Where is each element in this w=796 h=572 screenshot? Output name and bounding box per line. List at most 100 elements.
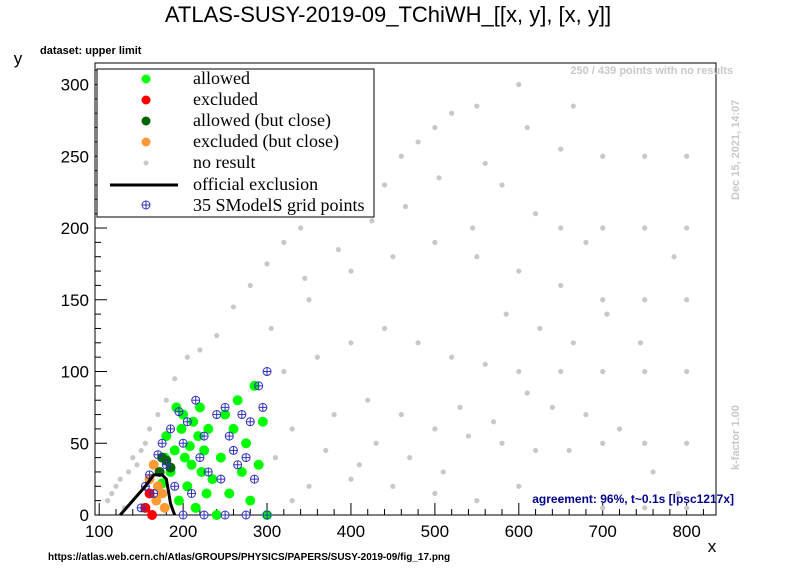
no-result-point	[482, 361, 488, 367]
y-tick-label: 300	[61, 76, 89, 95]
no-result-point	[524, 390, 530, 396]
no-result-point	[474, 103, 480, 109]
no-result-point	[432, 124, 438, 131]
dataset-label: dataset: upper limit	[40, 45, 142, 57]
x-axis-label: x	[708, 537, 717, 556]
y-tick-label: 0	[80, 506, 89, 525]
legend-label-no-result: no result	[193, 152, 256, 172]
no-result-point	[402, 203, 409, 210]
no-result-point	[415, 340, 421, 346]
no-result-point	[642, 297, 648, 303]
excluded-close-point	[148, 459, 159, 470]
grid-point-marker	[153, 450, 163, 460]
no-result-point	[532, 211, 539, 217]
allowed-point	[224, 488, 235, 499]
official-exclusion-line	[119, 473, 177, 516]
grid-point-marker	[241, 510, 251, 520]
x-tick-label: 100	[85, 522, 113, 541]
no-result-point	[516, 81, 522, 88]
no-result-point	[457, 404, 463, 410]
no-result-point	[558, 225, 564, 231]
legend-label-grid: 35 SModelS grid points	[193, 195, 365, 215]
kfactor-note: k-factor 1.00	[730, 405, 742, 470]
agreement-note: agreement: 96%, t~0.1s [lpsc1217x]	[532, 492, 734, 506]
excluded-point	[147, 510, 158, 520]
no-result-point	[432, 490, 438, 497]
no-result-point	[138, 447, 144, 454]
no-result-point	[436, 175, 442, 181]
no-result-point	[130, 455, 136, 461]
no-result-point	[323, 447, 329, 454]
no-result-point	[381, 182, 388, 188]
allowed-point	[176, 423, 187, 434]
y-tick-label: 100	[61, 363, 89, 382]
excluded-close-point	[159, 502, 170, 513]
no-result-point	[113, 483, 119, 489]
grid-point-marker	[203, 467, 213, 477]
allowed-point	[173, 495, 184, 506]
grid-point-marker	[136, 503, 146, 513]
excluded-close-point	[151, 495, 162, 506]
grid-point-marker	[157, 438, 167, 448]
no-result-point	[465, 433, 472, 439]
grid-point-marker	[174, 407, 184, 417]
no-result-point	[314, 354, 320, 360]
data-marks	[104, 81, 690, 520]
grid-point-marker	[178, 438, 188, 448]
no-result-point	[306, 297, 312, 303]
no-result-point	[558, 498, 564, 504]
allowed-point	[232, 395, 243, 406]
grid-point-marker	[258, 402, 268, 412]
no-result-point	[306, 483, 312, 489]
no-result-point	[604, 311, 610, 317]
no-result-point	[398, 153, 404, 159]
no-result-point	[432, 239, 438, 245]
grid-point-marker	[149, 488, 159, 498]
grid-point-marker	[233, 460, 243, 470]
no-result-point	[642, 153, 648, 159]
no-result-point	[109, 490, 115, 497]
allowed-point	[228, 423, 239, 434]
legend-label-excluded-close: excluded (but close)	[193, 131, 339, 152]
no-result-point	[671, 254, 677, 260]
no-result-point	[503, 311, 509, 317]
y-tick-label: 200	[61, 219, 89, 238]
y-tick-label: 250	[61, 147, 89, 166]
y-tick-label: 150	[61, 291, 89, 310]
no-result-point	[214, 333, 220, 339]
allowed-point	[257, 416, 268, 427]
no-result-point	[642, 225, 648, 231]
allowed-point	[201, 488, 212, 499]
no-result-point	[230, 304, 237, 310]
no-result-point	[600, 225, 606, 231]
no-result-point	[516, 268, 522, 274]
no-result-point	[558, 282, 564, 289]
no-result-point	[390, 254, 396, 260]
no-result-point	[356, 462, 362, 468]
x-tick-label: 500	[421, 522, 449, 541]
no-result-point	[335, 246, 341, 253]
no-result-point	[532, 447, 539, 454]
allowed-point	[179, 452, 190, 463]
no-result-point	[272, 455, 279, 461]
grid-point-marker	[166, 424, 176, 434]
no-result-point	[142, 440, 148, 446]
no-result-point	[482, 160, 488, 167]
no-result-point	[134, 462, 140, 468]
no-result-point	[289, 426, 295, 432]
legend-marker-excluded	[141, 95, 151, 105]
no-result-point	[600, 505, 606, 511]
no-result-point	[281, 239, 287, 245]
no-result-point	[637, 340, 644, 346]
legend-marker-allowed	[141, 74, 151, 84]
no-result-point	[415, 139, 421, 145]
grid-point-marker	[262, 510, 272, 520]
x-tick-label: 600	[505, 522, 533, 541]
no-result-point	[449, 354, 455, 360]
no-result-point	[600, 368, 606, 375]
no-result-point	[684, 225, 690, 231]
y-axis-label: y	[14, 49, 23, 68]
no-result-point	[537, 325, 543, 332]
no-result-point	[684, 153, 690, 159]
no-result-point	[684, 368, 690, 375]
